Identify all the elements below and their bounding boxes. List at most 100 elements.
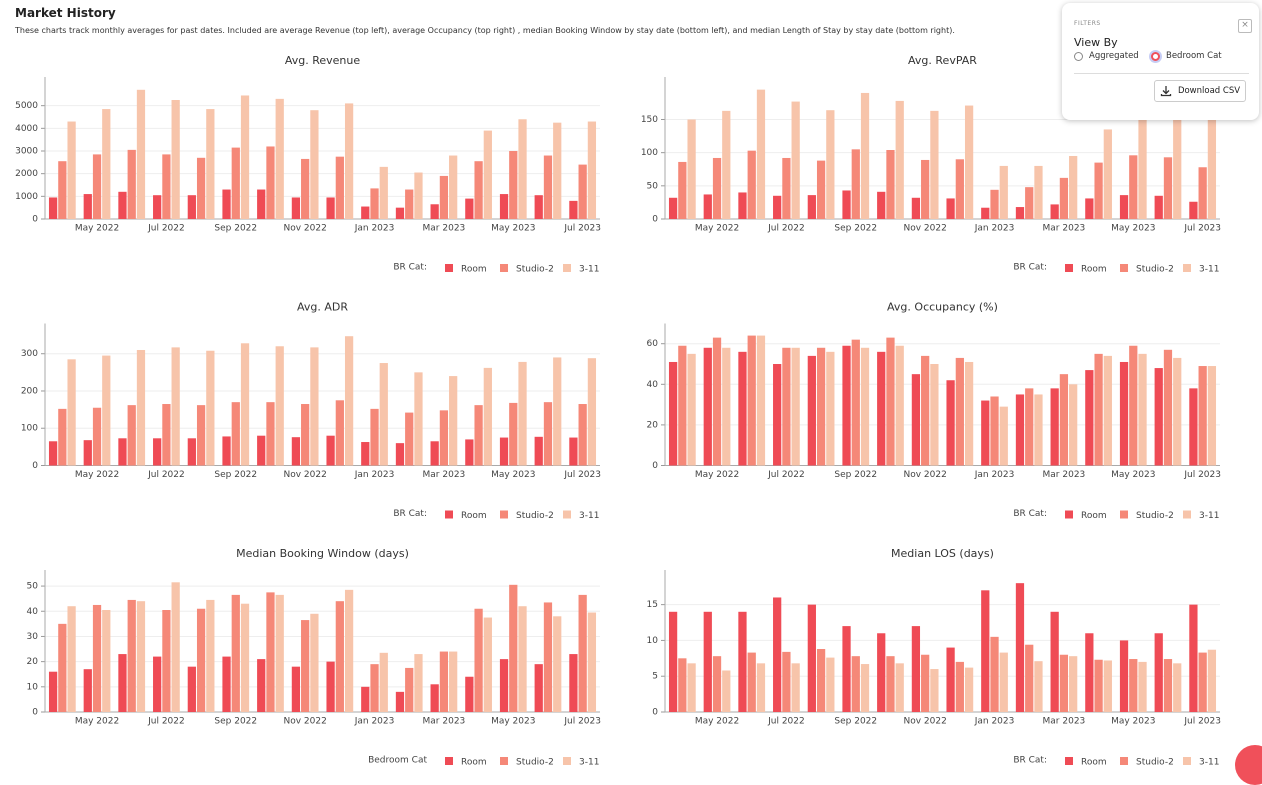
x-tick-label: Sep 2022 [834, 717, 877, 727]
x-tick-label: Nov 2022 [903, 224, 946, 234]
bar [405, 412, 414, 466]
bar [911, 626, 921, 712]
radio-option[interactable]: Aggregated [1074, 51, 1139, 61]
bar [102, 109, 111, 219]
bar [807, 604, 816, 712]
filter-panel: FILTERS × View By Aggregated Bedroom Cat … [1062, 3, 1259, 120]
bar [370, 408, 379, 466]
bar [782, 651, 791, 712]
bar [430, 204, 439, 219]
x-tick-label: May 2022 [695, 470, 739, 480]
legend-swatch [1120, 757, 1128, 765]
radio[interactable] [1074, 51, 1083, 61]
bar [1059, 654, 1069, 712]
legend-swatch [500, 510, 508, 519]
y-tick-label: 0 [32, 461, 38, 471]
bar [361, 206, 370, 219]
bar [405, 189, 414, 219]
y-tick-label: 30 [27, 632, 39, 642]
help-button[interactable] [1235, 745, 1262, 785]
bar [930, 364, 939, 466]
bar [1050, 204, 1059, 219]
bar [895, 100, 904, 219]
bar [222, 189, 231, 219]
legend-label: 3-11 [1199, 265, 1219, 275]
bar [58, 408, 67, 466]
x-tick-label: May 2022 [75, 717, 119, 727]
bar [1119, 640, 1129, 712]
bar [509, 584, 518, 712]
radio-option[interactable]: Bedroom Cat [1151, 51, 1222, 61]
bar [335, 601, 344, 712]
bar [127, 405, 136, 466]
bar [136, 349, 146, 466]
bar [1059, 177, 1069, 219]
bar [92, 407, 102, 466]
y-tick-label: 100 [21, 424, 38, 434]
legend-label: Room [461, 758, 487, 768]
bar [738, 611, 747, 712]
y-tick-label: 50 [27, 582, 39, 592]
bar [67, 359, 76, 466]
close-button[interactable]: × [1238, 19, 1252, 33]
bar [275, 594, 284, 712]
x-tick-label: Nov 2022 [283, 224, 326, 234]
bar [964, 361, 974, 466]
bar [222, 436, 231, 466]
bar [58, 161, 67, 219]
legend-swatch [500, 757, 508, 765]
bar [449, 376, 458, 466]
y-tick-label: 20 [647, 420, 659, 430]
bar [826, 110, 835, 219]
bar [1189, 201, 1198, 219]
bar [860, 347, 870, 466]
legend-label: Studio-2 [1136, 758, 1174, 768]
bar [1198, 167, 1207, 219]
x-tick-label: Jul 2023 [563, 224, 601, 234]
bar [578, 594, 587, 712]
radio[interactable] [1151, 51, 1160, 61]
bar [738, 192, 747, 219]
legend-label: 3-11 [579, 265, 599, 275]
bar [1085, 198, 1094, 219]
bar [1129, 155, 1138, 219]
bar [1015, 207, 1025, 219]
bar [791, 663, 800, 712]
bar [483, 367, 492, 466]
bar [102, 355, 111, 466]
y-tick-label: 3000 [15, 147, 38, 157]
bar [344, 103, 354, 219]
x-tick-label: Jan 2023 [974, 717, 1015, 727]
y-tick-label: 50 [647, 181, 659, 191]
bar [842, 626, 851, 712]
bar [773, 597, 782, 712]
bar [291, 666, 301, 712]
bar [153, 195, 162, 219]
bar [756, 663, 766, 712]
bar [301, 158, 310, 219]
bar [860, 664, 870, 712]
legend-swatch [445, 510, 453, 519]
legend-label: Room [461, 265, 487, 275]
bar [395, 207, 405, 219]
bar [1173, 663, 1182, 712]
y-tick-label: 10 [27, 682, 39, 692]
bar [465, 439, 474, 466]
bar [1138, 112, 1147, 219]
bar [240, 603, 250, 712]
bar [518, 119, 527, 219]
y-tick-label: 60 [647, 339, 659, 349]
bar [335, 156, 344, 219]
legend-title: BR Cat: [393, 509, 427, 519]
bar [196, 608, 206, 712]
x-tick-label: May 2022 [695, 224, 739, 234]
bar [747, 652, 756, 712]
bar [48, 441, 58, 466]
bar [990, 636, 999, 712]
bar [842, 345, 851, 466]
download-button[interactable]: Download CSV [1154, 80, 1246, 102]
y-tick-label: 15 [647, 600, 658, 610]
bar [722, 110, 731, 219]
bar [439, 175, 449, 219]
